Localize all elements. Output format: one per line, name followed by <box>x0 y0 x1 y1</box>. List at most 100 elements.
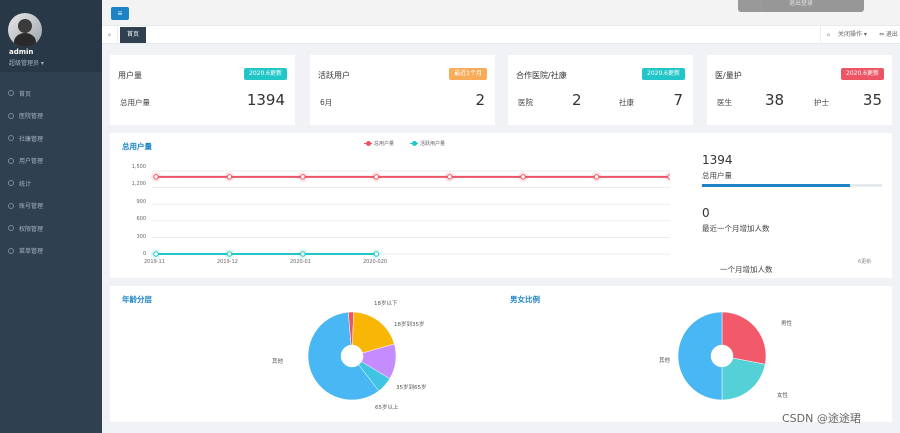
tab-scroll-left-button[interactable]: « <box>102 26 118 44</box>
logout-button[interactable]: 退出登录 <box>738 0 864 12</box>
sidebar-item-menus[interactable]: 菜单管理 <box>0 240 102 263</box>
data-point[interactable] <box>593 174 600 180</box>
status-badge: 最近1个月 <box>449 68 487 80</box>
data-point[interactable] <box>153 251 159 257</box>
legend-label: 活跃用户量 <box>420 141 446 147</box>
stat-card-users: 用户量 2020.6更新 总用户量 1394 <box>110 55 295 125</box>
x-tick-label: 2020-01 <box>290 259 311 265</box>
data-point[interactable] <box>300 251 306 257</box>
status-badge: 2020.6更新 <box>642 68 685 80</box>
x-tick-label: 2019-11 <box>144 259 165 265</box>
sidebar-item-home[interactable]: 首页 <box>0 82 102 105</box>
data-point[interactable] <box>520 174 526 180</box>
total-users-label: 总用户量 <box>702 171 732 180</box>
close-tabs-dropdown[interactable]: 关闭操作 ▾ <box>838 31 867 38</box>
chart-title: 总用户量 <box>122 142 152 151</box>
sidebar-item-label: 医院管理 <box>19 113 44 121</box>
card-value: 35 <box>862 91 882 109</box>
data-point[interactable] <box>226 251 233 257</box>
data-point[interactable] <box>153 174 159 180</box>
total-users-value: 1394 <box>702 153 733 167</box>
x-tick-label: 2020-020 <box>363 259 388 265</box>
sidebar-item-users[interactable]: 用户管理 <box>0 150 102 173</box>
user-role-dropdown[interactable]: 超级管理员 ▾ <box>9 60 44 67</box>
legend-label: 总用户量 <box>374 141 395 147</box>
data-point[interactable] <box>373 174 379 180</box>
pie-label: 18岁以下 <box>374 301 398 307</box>
card-label: 6月 <box>320 98 333 107</box>
data-point[interactable] <box>373 251 379 257</box>
data-point[interactable] <box>447 174 453 180</box>
user-icon <box>8 157 14 164</box>
monthly-users-label: 一个月增加人数 <box>720 265 773 274</box>
pie-label: 其他 <box>659 358 671 364</box>
pie-slice[interactable] <box>721 357 766 401</box>
data-point[interactable] <box>300 174 306 180</box>
watermark: CSDN @途途珺 <box>782 412 861 425</box>
pie-label: 35岁到65岁 <box>396 385 427 391</box>
data-point[interactable] <box>667 174 670 180</box>
lock-icon <box>8 225 14 232</box>
card-value: 7 <box>673 91 683 109</box>
user-trend-panel: 总用户量 总用户量 活跃用户量 1,500 1,200 900 600 300 … <box>110 133 892 278</box>
home-icon <box>8 90 14 97</box>
exit-button[interactable]: ⇔ 退出 <box>879 31 898 38</box>
sidebar-item-label: 用户管理 <box>19 158 44 166</box>
pie-label: 其他 <box>272 359 284 365</box>
community-icon <box>8 135 14 142</box>
age-chart-title: 年龄分层 <box>122 295 152 304</box>
pie-charts-panel: 年龄分层 男女比例 18岁以下 18岁到35岁 35岁到65岁 65岁以上 其他… <box>110 286 892 422</box>
line-chart <box>151 170 670 259</box>
card-label: 护士 <box>814 98 829 107</box>
user-name: admin <box>9 48 34 56</box>
sidebar-item-stats[interactable]: 统计 <box>0 172 102 195</box>
hospital-icon <box>8 112 14 119</box>
pie-label: 男性 <box>781 321 793 327</box>
chart-icon <box>8 180 14 187</box>
gender-pie-chart <box>677 311 767 401</box>
avatar[interactable] <box>8 13 42 47</box>
x-tick-label: 2019-12 <box>217 259 238 265</box>
sidebar-item-label: 社康管理 <box>19 135 44 143</box>
pie-slice[interactable] <box>677 311 723 401</box>
top-navbar: ≡ 退出登录 <box>102 0 900 26</box>
sidebar-item-label: 统计 <box>19 180 32 188</box>
y-tick-label: 600 <box>136 216 146 222</box>
sidebar: admin 超级管理员 ▾ 首页 医院管理 社康管理 用户管理 统计 账号管理 … <box>0 0 102 433</box>
sidebar-item-accounts[interactable]: 账号管理 <box>0 195 102 218</box>
sidebar-menu: 首页 医院管理 社康管理 用户管理 统计 账号管理 权限管理 菜单管理 <box>0 72 102 262</box>
profile-panel: admin 超级管理员 ▾ <box>0 0 102 72</box>
y-tick-label: 300 <box>136 234 146 240</box>
total-users-progress <box>702 184 882 187</box>
pie-label: 18岁到35岁 <box>394 322 425 328</box>
tab-home[interactable]: 首页 <box>120 27 147 43</box>
card-title: 活跃用户 <box>318 71 350 80</box>
stat-card-active: 活跃用户 最近1个月 6月 2 <box>310 55 495 125</box>
card-value: 2 <box>475 91 485 109</box>
stat-card-partners: 合作医院/社康 2020.6更新 医院 2 社康 7 <box>508 55 693 125</box>
sidebar-toggle-button[interactable]: ≡ <box>111 7 129 20</box>
legend-item[interactable]: 活跃用户量 <box>410 140 445 147</box>
account-icon <box>8 202 14 209</box>
sidebar-item-community[interactable]: 社康管理 <box>0 127 102 150</box>
stat-card-staff: 医/量护 2020.6更新 医生 38 护士 35 <box>707 55 892 125</box>
card-label: 医生 <box>717 98 732 107</box>
legend-item[interactable]: 总用户量 <box>364 140 394 147</box>
card-title: 用户量 <box>118 71 142 80</box>
y-tick-label: 1,200 <box>131 181 146 187</box>
pie-slice[interactable] <box>352 311 395 354</box>
card-title: 合作医院/社康 <box>516 71 567 80</box>
card-label: 总用户量 <box>120 98 150 107</box>
card-value: 38 <box>765 91 785 109</box>
gender-chart-title: 男女比例 <box>510 295 540 304</box>
sidebar-item-label: 账号管理 <box>19 203 44 211</box>
tab-scroll-right-button[interactable]: » <box>820 26 836 44</box>
pie-slice[interactable] <box>307 311 380 401</box>
sidebar-item-permissions[interactable]: 权限管理 <box>0 217 102 240</box>
data-point[interactable] <box>226 174 233 180</box>
pie-label: 65岁以上 <box>375 405 399 411</box>
y-tick-label: 0 <box>142 251 146 257</box>
sidebar-item-hospital[interactable]: 医院管理 <box>0 105 102 128</box>
recent-users-label: 最近一个月增加人数 <box>702 224 770 233</box>
pie-slice[interactable] <box>721 311 767 365</box>
